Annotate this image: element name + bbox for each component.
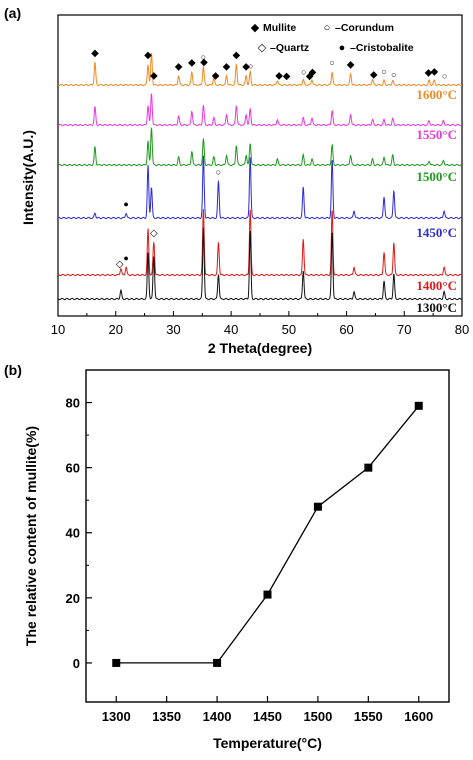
phase-marker: ◆ — [150, 71, 158, 82]
x-tick-label-a: 20 — [108, 322, 122, 337]
phase-marker: ○ — [442, 71, 447, 81]
phase-marker: ○ — [145, 50, 150, 60]
legend-label-a: Mullite — [263, 22, 296, 34]
x-tick-label-b: 1300 — [102, 709, 131, 724]
phase-marker: ◆ — [188, 58, 196, 69]
y-tick-label-b: 80 — [66, 396, 80, 411]
data-point-1600 — [414, 401, 423, 410]
data-point-1500 — [313, 502, 322, 511]
phase-marker: ◆ — [242, 61, 250, 72]
x-tick-label-b: 1400 — [203, 709, 232, 724]
phase-marker: ◆ — [232, 50, 240, 61]
x-tick-label-a: 40 — [224, 322, 238, 337]
series-label-1600: 1600°C — [416, 87, 457, 102]
panel-label-b: (b) — [4, 362, 22, 378]
phase-marker: ● — [123, 199, 128, 209]
xrd-trace-1600 — [57, 52, 463, 87]
data-point-1300 — [112, 658, 121, 667]
xrd-trace-1300 — [57, 227, 463, 301]
phase-marker: ● — [123, 253, 128, 263]
legend-marker-a: ◇ — [258, 42, 267, 54]
series-label-1550: 1550°C — [416, 127, 457, 142]
xrd-trace-1550 — [57, 93, 463, 127]
x-tick-label-a: 50 — [282, 322, 296, 337]
phase-marker: ○ — [216, 167, 221, 177]
x-tick-label-a: 10 — [51, 322, 65, 337]
phase-marker: ◇ — [116, 259, 124, 270]
phase-marker: ○ — [391, 70, 396, 80]
plot-frame-b — [85, 369, 450, 703]
phase-marker: ◆ — [347, 60, 355, 71]
phase-marker: ○ — [329, 58, 334, 68]
y-axis-label-b: The relative content of mullite(%) — [23, 426, 39, 646]
data-point-1550 — [364, 463, 373, 472]
legend-label-a: –Quartz — [270, 42, 309, 54]
xrd-trace-1500 — [57, 126, 463, 167]
panel-label-a: (a) — [4, 5, 21, 21]
series-label-1500: 1500°C — [416, 169, 457, 184]
phase-marker: ◆ — [275, 71, 283, 82]
phase-marker: ◆ — [309, 67, 317, 78]
y-tick-label-b: 40 — [66, 526, 80, 541]
xrd-trace-1450 — [57, 155, 463, 220]
x-tick-label-b: 1450 — [253, 709, 282, 724]
phase-marker: ◇ — [150, 228, 158, 239]
legend-marker-a: ○ — [324, 22, 331, 34]
phase-marker: ◆ — [212, 70, 220, 81]
series-label-1300: 1300°C — [416, 300, 457, 315]
data-point-1450 — [263, 590, 272, 599]
phase-marker: ○ — [301, 67, 306, 77]
panel-a-xrd: (a) 10 20 30 40 50 60 70 80 2 Theta(degree) Intens… — [4, 5, 469, 356]
x-tick-label-a: 70 — [397, 322, 411, 337]
phase-marker: ◆ — [144, 50, 152, 61]
phase-marker: ◆ — [370, 69, 378, 80]
x-axis-label-a: 2 Theta(degree) — [208, 340, 312, 356]
phase-marker: ◆ — [306, 71, 314, 82]
x-tick-label-b: 1500 — [303, 709, 332, 724]
y-tick-label-b: 20 — [66, 591, 80, 606]
x-tick-label-a: 30 — [166, 322, 180, 337]
y-tick-label-b: 60 — [66, 461, 80, 476]
x-tick-label-b: 1550 — [354, 709, 383, 724]
phase-marker: ◆ — [175, 62, 183, 73]
phase-marker: ◆ — [91, 48, 99, 59]
x-axis-label-b: Temperature(°C) — [213, 735, 322, 751]
phase-marker: ◆ — [200, 57, 208, 68]
phase-marker: ◆ — [425, 68, 433, 79]
x-tick-label-a: 80 — [455, 322, 469, 337]
y-axis-label-a: Intensity(A.U.) — [20, 130, 36, 225]
y-tick-label-b: 0 — [73, 656, 80, 671]
legend-marker-a: ◆ — [251, 22, 260, 34]
phase-marker: ○ — [201, 52, 206, 62]
legend-marker-a: ● — [339, 42, 346, 54]
series-label-1450: 1450°C — [416, 225, 457, 240]
phase-marker: ◆ — [430, 66, 438, 77]
phase-marker: ◆ — [283, 71, 291, 82]
legend-label-a: –Cristobalite — [350, 42, 414, 54]
data-point-1400 — [213, 658, 222, 667]
x-tick-label-b: 1350 — [152, 709, 181, 724]
phase-marker: ○ — [248, 61, 253, 71]
series-label-1400: 1400°C — [416, 278, 457, 293]
x-tick-label-a: 60 — [339, 322, 353, 337]
phase-marker: ○ — [381, 66, 386, 76]
panel-b-mullite-content: (b) 1300 1350 1400 1450 1500 1550 1600 0 20 40 60 80… — [4, 362, 450, 751]
phase-marker: ◆ — [223, 62, 231, 73]
mullite-content-line — [116, 405, 420, 664]
x-tick-label-b: 1600 — [404, 709, 433, 724]
legend-label-a: –Corundum — [335, 22, 394, 34]
xrd-trace-1400 — [57, 209, 463, 277]
